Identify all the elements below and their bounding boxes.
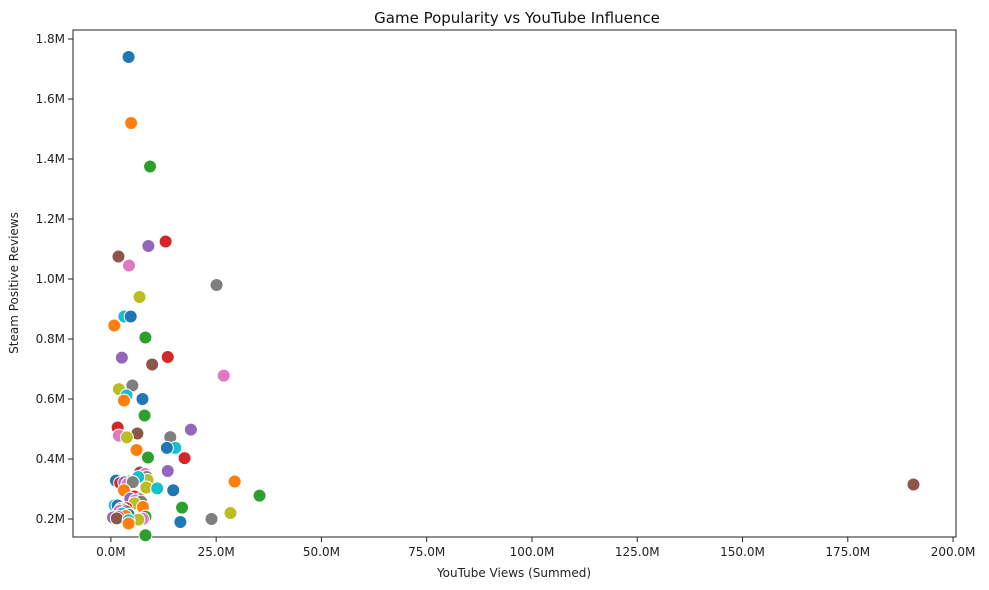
data-point (114, 350, 129, 365)
y-tick-label: 1.6M (36, 92, 65, 106)
x-tick-label: 150.0M (720, 545, 765, 559)
data-point (177, 451, 192, 466)
x-axis: 0.0M 25.0M 50.0M 75.0M 100.0M 125.0M 150.0M 175… (96, 537, 975, 559)
data-point (138, 528, 153, 543)
plot-area-frame (72, 29, 957, 538)
y-tick-label: 1.2M (36, 212, 65, 226)
data-point (160, 464, 175, 478)
data-point (150, 481, 165, 496)
data-points (106, 50, 921, 543)
x-tick-label: 100.0M (510, 545, 555, 559)
data-point (143, 159, 158, 174)
y-tick-label: 1.8M (36, 32, 65, 46)
x-tick-label: 125.0M (615, 545, 660, 559)
data-point (124, 116, 139, 130)
y-axis-label: Steam Positive Reviews (7, 212, 21, 354)
data-point (906, 477, 921, 492)
data-point (173, 515, 188, 529)
x-tick-label: 175.0M (825, 545, 870, 559)
data-point (123, 309, 138, 324)
data-point (159, 440, 174, 455)
data-point (116, 393, 131, 408)
x-tick-label: 75.0M (408, 545, 445, 559)
y-tick-label: 0.6M (36, 392, 65, 406)
data-point (140, 450, 155, 465)
data-point (160, 350, 175, 364)
data-point (122, 258, 137, 273)
data-point (107, 318, 122, 333)
data-point (119, 430, 134, 445)
data-point (204, 512, 219, 526)
data-point (166, 483, 181, 498)
data-point (175, 500, 190, 515)
y-tick-label: 0.4M (36, 452, 65, 466)
data-point (125, 475, 140, 490)
data-point (209, 278, 224, 292)
x-tick-label: 0.0M (96, 545, 125, 559)
x-axis-label: YouTube Views (Summed) (436, 566, 591, 580)
data-point (216, 368, 231, 383)
data-point (132, 290, 147, 304)
data-point (158, 234, 173, 249)
data-point (145, 357, 160, 372)
y-tick-label: 0.2M (36, 512, 65, 526)
data-point (223, 506, 238, 520)
data-point (121, 516, 136, 531)
x-tick-label: 200.0M (931, 545, 976, 559)
chart-title: Game Popularity vs YouTube Influence (374, 9, 660, 27)
x-tick-label: 50.0M (303, 545, 340, 559)
y-tick-label: 1.4M (36, 152, 65, 166)
x-tick-label: 25.0M (198, 545, 235, 559)
y-tick-label: 1.0M (36, 272, 65, 286)
y-tick-label: 0.8M (36, 332, 65, 346)
data-point (141, 239, 156, 253)
data-point (183, 422, 198, 437)
data-point (111, 249, 126, 264)
data-point (121, 50, 136, 64)
data-point (138, 330, 153, 345)
data-point (129, 443, 144, 457)
data-point (137, 408, 152, 423)
data-point (135, 392, 150, 406)
data-point (109, 511, 124, 526)
y-axis: 0.2M 0.4M 0.6M 0.8M 1.0M 1.2M 1.4M 1.6M 1.8M (36, 32, 73, 526)
data-point (227, 474, 242, 489)
data-point (252, 488, 267, 503)
